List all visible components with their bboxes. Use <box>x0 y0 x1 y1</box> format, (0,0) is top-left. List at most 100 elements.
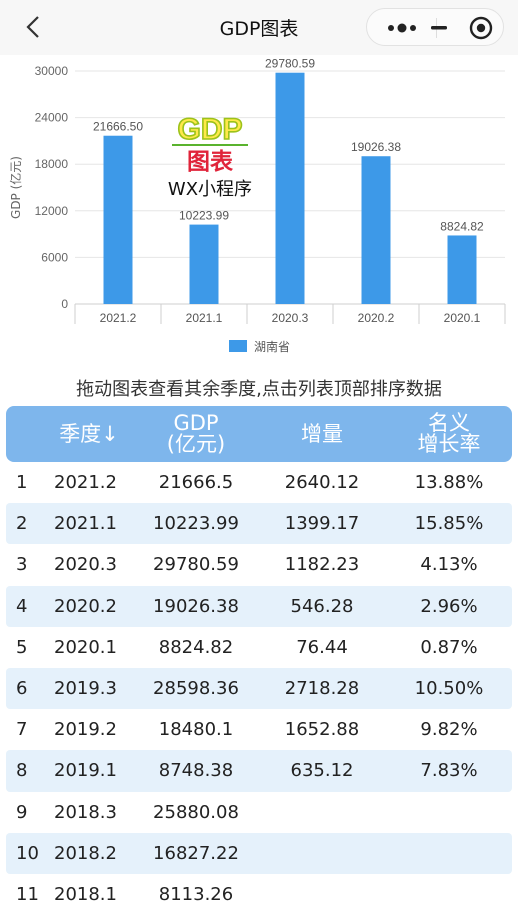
growth-rate-cell <box>384 874 514 915</box>
gdp-header-line2: (亿元) <box>166 432 226 456</box>
x-tick-label: 2020.3 <box>272 311 309 325</box>
back-arrow-icon[interactable] <box>22 14 46 40</box>
gdp-chart-logo: GDP 图表 WX小程序 <box>168 112 252 200</box>
rank-cell: 3 <box>16 554 28 576</box>
x-tick-label: 2021.2 <box>100 311 137 325</box>
x-tick-label: 2020.2 <box>358 311 395 325</box>
gdp-cell: 21666.5 <box>158 472 234 493</box>
season-cell: 2019.3 <box>54 677 117 699</box>
bar-value-label: 21666.50 <box>93 120 143 134</box>
gdp-cell: 8824.82 <box>158 636 234 658</box>
y-tick-label: 18000 <box>35 157 69 171</box>
gdp-cell: 29780.59 <box>153 554 239 576</box>
table-row: 2 2021.1 10223.99 1399.17 15.85% <box>6 503 512 545</box>
bar <box>447 235 477 304</box>
minimize-icon[interactable] <box>425 15 453 41</box>
bar <box>361 156 391 304</box>
table-row: 3 2020.3 29780.59 1182.23 4.13% <box>6 544 512 585</box>
increment-cell <box>256 792 388 833</box>
growth-rate-cell: 15.85% <box>414 513 484 535</box>
growth-rate-cell <box>384 792 514 833</box>
gdp-cell: 18480.1 <box>158 719 234 741</box>
x-tick-label: 2020.1 <box>444 311 481 325</box>
growth-rate-cell <box>384 833 514 874</box>
bar <box>189 224 219 304</box>
rank-cell: 11 <box>16 883 39 905</box>
rate-header-line2: 增长率 <box>417 432 481 456</box>
y-tick-label: 12000 <box>35 204 69 218</box>
gdp-cell: 10223.99 <box>153 513 239 535</box>
season-cell: 2019.2 <box>54 719 117 741</box>
svg-text:GDP: GDP <box>177 113 242 146</box>
rank-cell: 10 <box>16 842 39 864</box>
increment-cell: 635.12 <box>290 760 354 782</box>
svg-text:图表: 图表 <box>187 149 234 175</box>
growth-rate-cell: 10.50% <box>414 677 484 699</box>
mini-program-capsule <box>366 8 504 46</box>
gdp-data-table: 季度↓ GDP (亿元) 增量 名义 增长率 1 2021.2 21666.5 264… <box>6 406 512 915</box>
increment-cell: 546.28 <box>290 595 354 617</box>
table-row: 6 2019.3 28598.36 2718.28 10.50% <box>6 667 512 710</box>
navigation-bar: GDP图表 <box>0 0 518 55</box>
gdp-cell: 8113.26 <box>158 883 234 905</box>
increment-cell: 76.44 <box>296 636 348 658</box>
rank-cell: 1 <box>16 472 28 493</box>
season-cell: 2018.2 <box>54 842 117 864</box>
rank-cell: 9 <box>16 801 28 823</box>
rank-cell: 6 <box>16 677 28 699</box>
gdp-cell: 19026.38 <box>153 595 239 617</box>
season-sort-header[interactable]: 季度↓ <box>46 406 132 462</box>
season-header-label: 季度↓ <box>59 421 119 446</box>
season-cell: 2018.3 <box>54 801 117 823</box>
increment-cell: 1652.88 <box>284 719 360 741</box>
table-row: 1 2021.2 21666.5 2640.12 13.88% <box>6 462 512 503</box>
increment-header-label: 增量 <box>301 421 343 446</box>
y-tick-label: 0 <box>61 297 68 311</box>
increment-cell: 1399.17 <box>284 513 360 535</box>
increment-cell <box>256 833 388 874</box>
growth-rate-cell: 0.87% <box>420 636 478 658</box>
growth-rate-cell: 13.88% <box>414 472 484 493</box>
gdp-bar-chart[interactable]: 0 6000 12000 18000 24000 30000 GDP (亿元) 21666.5… <box>0 55 518 365</box>
season-cell: 2021.1 <box>54 513 117 535</box>
rate-header-line1: 名义 <box>428 411 470 435</box>
close-mini-program-icon[interactable] <box>467 14 495 42</box>
more-options-icon[interactable] <box>377 15 427 41</box>
svg-text:WX小程序: WX小程序 <box>168 179 252 200</box>
increment-sort-header[interactable]: 增量 <box>256 406 388 462</box>
season-cell: 2020.1 <box>54 636 117 658</box>
table-row: 7 2019.2 18480.1 1652.88 9.82% <box>6 709 512 750</box>
chart-hint-text: 拖动图表查看其余季度,点击列表顶部排序数据 <box>76 379 442 400</box>
y-tick-label: 6000 <box>41 250 68 264</box>
table-row: 5 2020.1 8824.82 76.44 0.87% <box>6 627 512 668</box>
gdp-cell: 8748.38 <box>158 760 234 782</box>
legend-label: 湖南省 <box>254 339 290 354</box>
y-tick-label: 24000 <box>35 111 69 125</box>
gdp-cell: 25880.08 <box>153 801 239 823</box>
table-row: 9 2018.3 25880.08 <box>6 792 512 833</box>
gdp-sort-header[interactable]: GDP (亿元) <box>136 406 256 462</box>
y-axis-label: GDP (亿元) <box>8 156 23 219</box>
table-row: 10 2018.2 16827.22 <box>6 832 514 874</box>
season-cell: 2020.3 <box>54 554 117 576</box>
rank-cell: 4 <box>16 595 28 617</box>
season-cell: 2021.2 <box>54 472 117 493</box>
page-title: GDP图表 <box>219 18 299 40</box>
increment-cell <box>256 874 388 915</box>
bar-value-label: 8824.82 <box>440 219 484 233</box>
increment-cell: 2640.12 <box>284 472 360 493</box>
table-row: 8 2019.1 8748.38 635.12 7.83% <box>6 750 512 792</box>
growth-rate-cell: 9.82% <box>420 719 478 741</box>
bar-value-label: 29780.59 <box>265 57 315 71</box>
bar <box>275 72 305 304</box>
table-header: 季度↓ GDP (亿元) 增量 名义 增长率 <box>6 406 512 462</box>
growth-rate-cell: 4.13% <box>420 554 478 576</box>
rank-cell: 8 <box>16 760 28 782</box>
season-cell: 2018.1 <box>54 883 117 905</box>
legend-swatch <box>229 340 247 352</box>
table-body: 1 2021.2 21666.5 2640.12 13.88% 2 2021.1 10223.… <box>6 462 512 915</box>
bar-value-label: 19026.38 <box>351 140 401 154</box>
season-cell: 2020.2 <box>54 595 117 617</box>
growth-rate-cell: 7.83% <box>420 760 478 782</box>
growth-rate-sort-header[interactable]: 名义 增长率 <box>384 406 514 462</box>
